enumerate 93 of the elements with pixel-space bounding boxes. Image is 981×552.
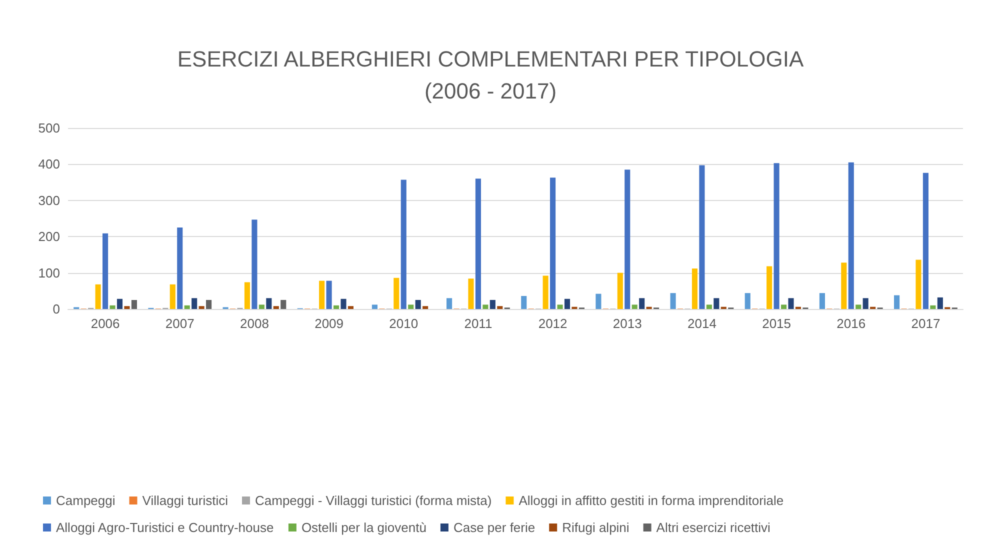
- bar: [95, 284, 101, 309]
- y-tick-label: 500: [38, 120, 60, 136]
- bar: [422, 306, 428, 309]
- x-tick-label: 2012: [538, 316, 568, 331]
- bar: [596, 294, 602, 309]
- bar: [273, 306, 279, 309]
- bar: [326, 280, 332, 309]
- bar: [744, 293, 750, 309]
- bar: [408, 304, 414, 309]
- bar: [124, 306, 130, 309]
- y-tick-label: 100: [38, 265, 60, 280]
- bar: [482, 304, 488, 309]
- bar: [766, 266, 772, 309]
- bar: [206, 300, 212, 309]
- x-tick-label: 2006: [90, 316, 120, 331]
- y-tick-label: 300: [38, 192, 60, 208]
- x-tick-label: 2007: [165, 316, 194, 331]
- bar: [699, 165, 705, 309]
- bar: [116, 298, 123, 309]
- bar: [170, 284, 176, 309]
- x-tick-label: 2008: [240, 316, 269, 331]
- bar: [542, 276, 548, 309]
- y-tick-label: 0: [52, 302, 60, 316]
- bar: [521, 296, 527, 309]
- x-tick-label: 2009: [314, 316, 344, 331]
- legend-label: Ostelli per la gioventù: [301, 520, 426, 535]
- bar: [400, 180, 406, 309]
- bar: [252, 220, 258, 309]
- bar: [848, 162, 854, 309]
- bar: [415, 300, 421, 309]
- bar: [856, 304, 862, 309]
- y-tick-label: 200: [38, 229, 60, 244]
- bar: [258, 304, 264, 309]
- bar: [102, 233, 108, 309]
- legend-label: Alloggi in affitto gestiti in forma imprenditoriale: [518, 493, 784, 508]
- bar: [862, 298, 868, 309]
- x-tick-label: 2010: [389, 316, 418, 331]
- bar: [916, 260, 922, 309]
- bar: [446, 298, 452, 309]
- bar: [475, 178, 481, 309]
- bar: [617, 272, 623, 309]
- bar: [894, 295, 900, 309]
- legend-label: Campeggi - Villaggi turistici (forma mista): [254, 493, 492, 508]
- bar: [670, 293, 676, 309]
- bar: [780, 304, 787, 309]
- bar: [280, 300, 286, 309]
- bar: [937, 297, 943, 309]
- bar: [639, 298, 645, 309]
- bar: [490, 300, 496, 309]
- bar: [930, 305, 936, 309]
- bar: [319, 280, 325, 309]
- legend-label: Villaggi turistici: [142, 493, 228, 508]
- bar: [841, 262, 847, 309]
- bar: [624, 170, 630, 309]
- bar: [692, 268, 698, 309]
- bar: [266, 298, 272, 309]
- bar: [557, 304, 563, 309]
- legend-label: Alloggi Agro-Turistici e Country-house: [56, 520, 274, 535]
- bar: [632, 304, 638, 309]
- legend-label: Rifugi alpini: [562, 520, 630, 535]
- bar: [333, 305, 340, 309]
- bar: [714, 298, 720, 309]
- bar: [177, 228, 183, 309]
- bar: [184, 305, 190, 309]
- bar: [819, 293, 825, 309]
- legend-label: Case per ferie: [453, 520, 536, 535]
- bar: [348, 306, 354, 309]
- bar: [550, 178, 556, 309]
- bar: [244, 282, 250, 309]
- bar: [192, 298, 198, 309]
- legend-label: Altri esercizi ricettivi: [656, 520, 771, 535]
- bar: [564, 298, 570, 309]
- bar: [110, 305, 116, 309]
- bar: [468, 278, 474, 309]
- x-tick-label: 2015: [762, 316, 792, 331]
- y-tick-label: 400: [38, 156, 60, 172]
- bar: [394, 278, 400, 309]
- x-tick-label: 2016: [836, 316, 866, 331]
- legend-label: Campeggi: [56, 493, 116, 508]
- bar: [372, 304, 378, 309]
- bar: [706, 304, 712, 309]
- bar: [131, 300, 137, 309]
- bar: [497, 306, 503, 309]
- bar: [198, 306, 204, 309]
- bar: [922, 172, 928, 309]
- x-tick-label: 2013: [612, 316, 642, 331]
- bar: [340, 298, 346, 309]
- x-tick-label: 2017: [911, 316, 940, 331]
- x-tick-label: 2014: [687, 316, 716, 331]
- chart-title: ESERCIZI ALBERGHIERI COMPLEMENTARI PER TIPOLOGIA (2006 - 2017): [177, 46, 804, 104]
- x-tick-label: 2011: [464, 316, 492, 331]
- bar: [788, 298, 794, 309]
- bar: [774, 163, 780, 309]
